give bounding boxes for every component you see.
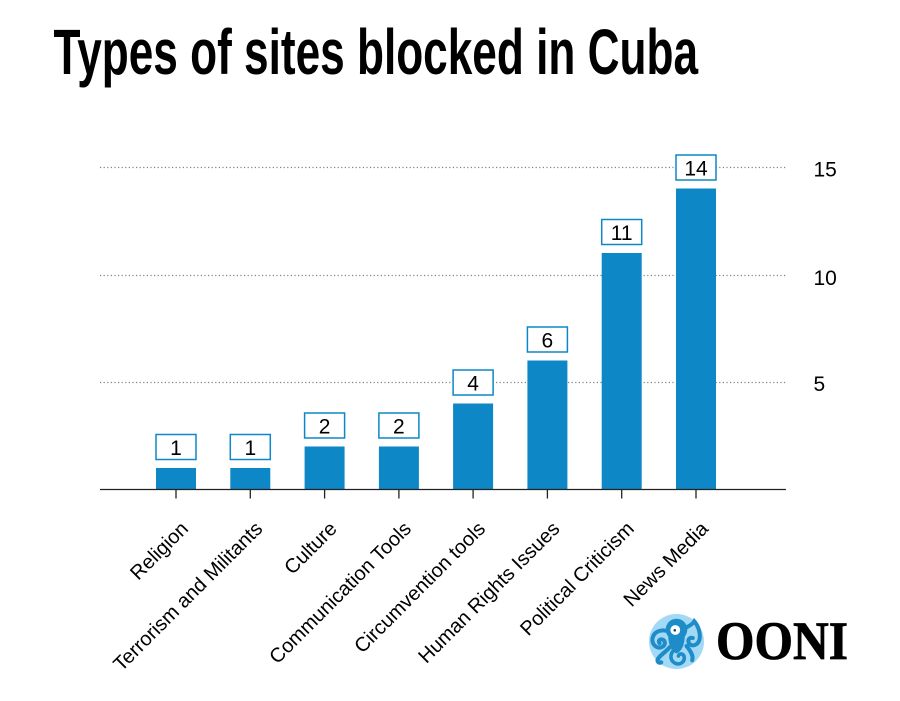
svg-text:Types of sites blocked in Cuba: Types of sites blocked in Cuba: [54, 16, 699, 88]
svg-text:1: 1: [170, 437, 182, 460]
svg-text:OONI: OONI: [716, 611, 848, 671]
svg-text:10: 10: [814, 267, 837, 290]
svg-text:4: 4: [467, 372, 479, 395]
svg-text:2: 2: [393, 415, 405, 438]
svg-text:15: 15: [814, 159, 837, 182]
svg-text:1: 1: [244, 437, 256, 460]
svg-text:5: 5: [814, 373, 826, 396]
svg-text:11: 11: [611, 222, 633, 245]
svg-text:2: 2: [319, 415, 331, 438]
svg-text:6: 6: [542, 329, 554, 352]
svg-text:14: 14: [684, 157, 708, 180]
